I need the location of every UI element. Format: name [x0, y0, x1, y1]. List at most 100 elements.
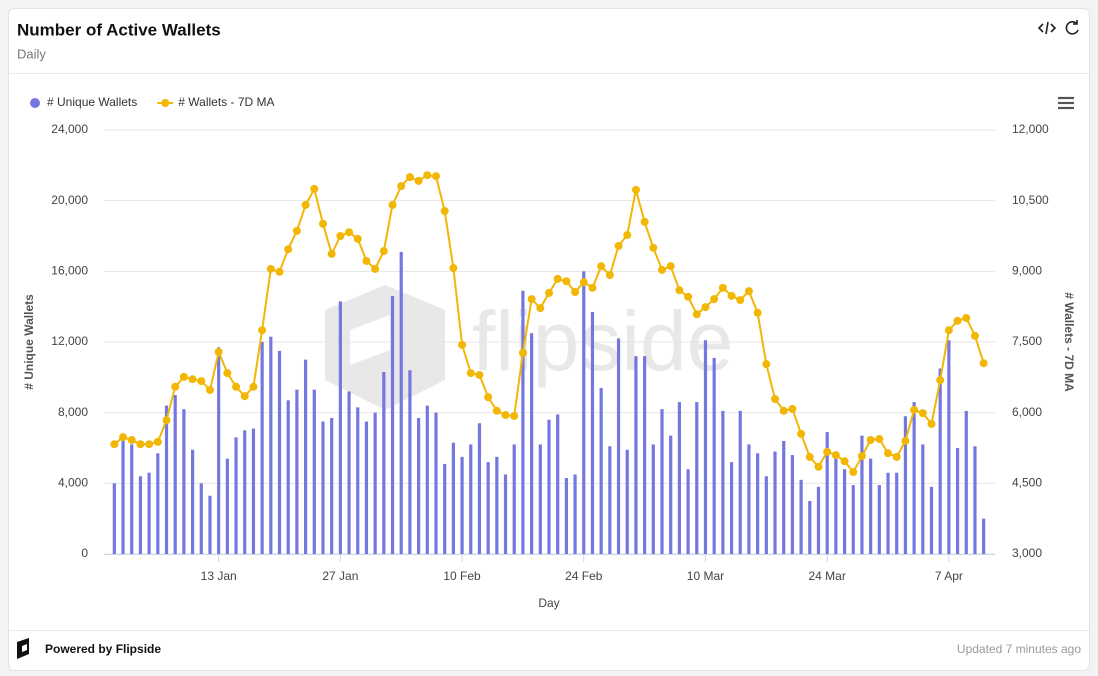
bar [695, 402, 699, 554]
ma-point [197, 377, 206, 386]
bar [321, 421, 325, 554]
y2-tick-label: 12,000 [1012, 122, 1049, 136]
bar [964, 410, 968, 554]
bar [460, 456, 464, 554]
y-tick-label: 24,000 [51, 122, 88, 136]
legend-label[interactable]: # Unique Wallets [47, 95, 137, 109]
ma-point [292, 226, 301, 235]
ma-point [875, 435, 884, 444]
bar [947, 340, 951, 554]
ma-point [345, 228, 354, 237]
bar [808, 501, 812, 554]
x-tick-label: 13 Jan [201, 569, 237, 583]
x-axis-title: Day [538, 596, 559, 610]
bar [164, 405, 169, 554]
menu-icon[interactable] [1058, 96, 1074, 110]
bar [199, 483, 203, 554]
ma-point [953, 316, 962, 325]
bar [643, 356, 647, 554]
bar [469, 444, 473, 554]
bar [512, 444, 516, 554]
bar [347, 391, 351, 554]
bar [886, 472, 890, 554]
ma-point [205, 386, 214, 395]
ma-point [814, 462, 823, 471]
ma-point [823, 447, 832, 456]
bar [295, 389, 299, 554]
ma-point [675, 286, 684, 295]
ma-point [744, 287, 753, 296]
bar [234, 437, 238, 554]
y2-tick-label: 7,500 [1012, 334, 1042, 348]
bar [373, 412, 377, 554]
bar [616, 338, 621, 554]
ma-point [692, 310, 701, 319]
bar [190, 449, 195, 554]
y2-tick-label: 10,500 [1012, 193, 1049, 207]
ma-point [866, 435, 875, 444]
ma-point [431, 172, 440, 181]
bar [251, 428, 256, 554]
legend-label[interactable]: # Wallets - 7D MA [178, 95, 274, 109]
ma-point [805, 452, 814, 461]
bar [217, 347, 221, 554]
bar [538, 444, 542, 554]
ma-point [458, 340, 467, 349]
bar [842, 469, 847, 554]
ma-point [379, 247, 388, 256]
ma-point [562, 277, 571, 286]
ma-point [214, 347, 223, 356]
bar [590, 311, 595, 554]
ma-point [579, 278, 588, 287]
bar [121, 437, 125, 554]
bar [182, 409, 186, 554]
bar [669, 435, 673, 554]
x-tick-label: 7 Apr [935, 569, 963, 583]
y-tick-label: 16,000 [51, 264, 88, 278]
bar [903, 416, 908, 554]
ma-point [910, 405, 919, 414]
ma-point [718, 283, 727, 292]
bar [269, 336, 273, 554]
ma-point [232, 382, 241, 391]
y-axis-title: # Unique Wallets [22, 294, 36, 390]
x-tick-label: 24 Feb [565, 569, 603, 583]
bar [599, 387, 603, 554]
ma-point [701, 303, 710, 312]
x-tick-label: 24 Mar [808, 569, 845, 583]
ma-point [631, 185, 640, 194]
ma-point [779, 406, 788, 415]
bar [729, 462, 734, 554]
ma-point [614, 241, 623, 250]
ma-point [405, 173, 414, 182]
ma-point [336, 232, 345, 240]
ma-point [397, 182, 406, 191]
x-tick-label: 10 Mar [687, 569, 724, 583]
refresh-icon[interactable] [1065, 20, 1079, 35]
ma-point [466, 369, 475, 378]
ma-point [658, 265, 667, 274]
bar [773, 451, 777, 554]
ma-point [127, 435, 136, 444]
embed-icon[interactable] [1037, 21, 1057, 35]
bar [364, 421, 369, 554]
ma-point [179, 372, 188, 381]
bar [721, 410, 725, 554]
bar [477, 423, 482, 554]
bar [243, 430, 247, 554]
footer-brand[interactable]: Powered by Flipside [45, 642, 161, 656]
bar [825, 432, 829, 554]
ma-point [171, 382, 180, 391]
bar [625, 449, 629, 554]
bar [147, 472, 151, 554]
bar [782, 440, 786, 554]
ma-point [962, 313, 971, 322]
bar [390, 296, 395, 554]
bar [938, 368, 942, 554]
bar [451, 442, 455, 554]
ma-point [640, 217, 649, 226]
y-tick-label: 20,000 [51, 193, 88, 207]
ma-point [510, 411, 519, 420]
ma-point [527, 295, 536, 304]
